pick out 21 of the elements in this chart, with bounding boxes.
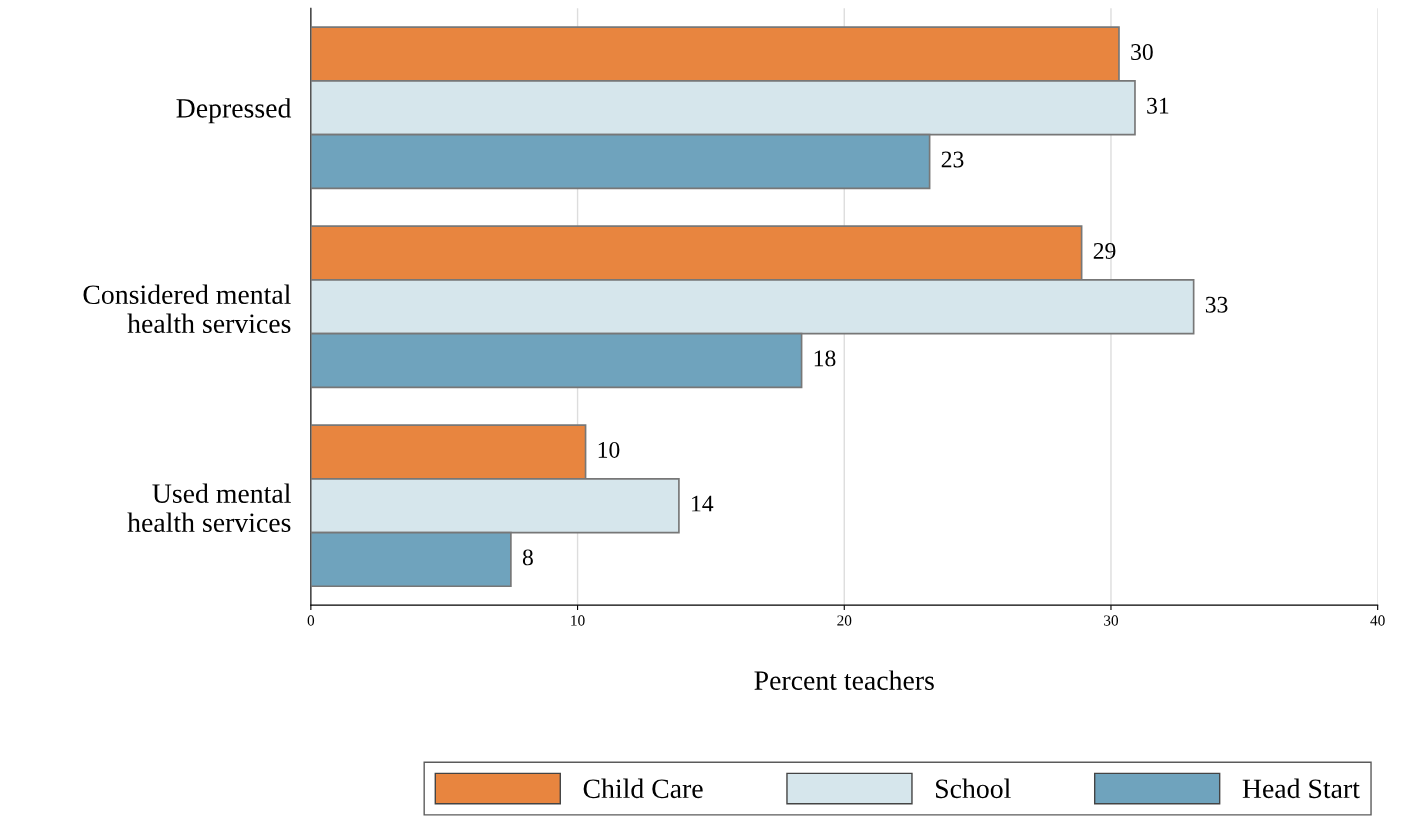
x-tick-label: 40 (1370, 615, 1385, 626)
data-label: 14 (692, 495, 714, 512)
x-tick-label: 20 (837, 615, 852, 626)
data-label: 33 (1205, 296, 1228, 313)
legend-label: Child Care (583, 778, 703, 799)
y-tick-label: Considered mental health services (83, 284, 291, 334)
x-tick-label: 30 (1104, 615, 1119, 626)
data-label: 8 (522, 549, 533, 566)
x-tick-label: 0 (307, 615, 315, 626)
legend-label: Head Start (1242, 778, 1360, 799)
y-tick-label: Used mental health services (127, 483, 291, 533)
x-axis-title: Percent teachers (754, 670, 934, 690)
data-label: 10 (598, 441, 620, 458)
data-label: 23 (941, 151, 964, 168)
data-label: 30 (1131, 44, 1153, 60)
data-label: 18 (814, 350, 836, 367)
data-label: 31 (1147, 97, 1169, 114)
data-label: 29 (1093, 243, 1116, 259)
y-tick-label: Depressed (176, 98, 292, 124)
legend-label: School (936, 778, 1011, 799)
x-tick-label: 10 (571, 615, 585, 626)
